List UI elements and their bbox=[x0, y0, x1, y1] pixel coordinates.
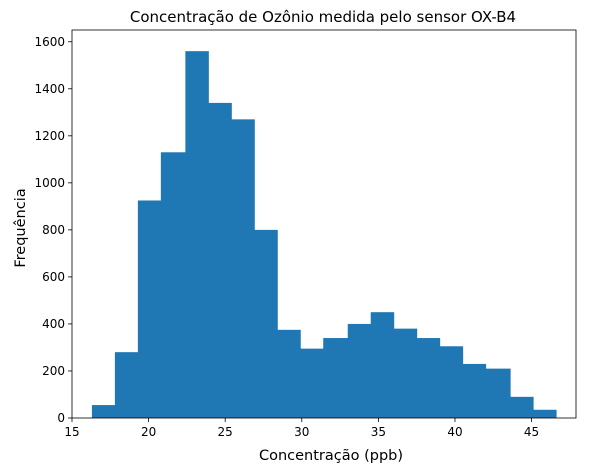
y-tick-label: 400 bbox=[42, 317, 65, 331]
histogram-bar bbox=[114, 352, 139, 418]
histogram-bar bbox=[510, 396, 534, 418]
histogram-bar bbox=[323, 338, 349, 418]
x-tick-label: 45 bbox=[524, 425, 539, 439]
y-axis-ticks: 0 200 400 600 800 1000 1200 1400 1600 bbox=[34, 35, 72, 425]
x-tick-label: 30 bbox=[294, 425, 309, 439]
histogram-bar bbox=[393, 328, 418, 418]
histogram-bar bbox=[370, 312, 395, 418]
y-tick-label: 600 bbox=[42, 270, 65, 284]
chart-title: Concentração de Ozônio medida pelo senso… bbox=[130, 8, 516, 26]
x-tick-label: 35 bbox=[371, 425, 386, 439]
plot-frame bbox=[71, 29, 577, 419]
histogram-bar bbox=[347, 323, 372, 418]
histogram-bar bbox=[160, 152, 186, 418]
x-axis-label: Concentração (ppb) bbox=[259, 448, 403, 464]
y-tick-label: 200 bbox=[42, 364, 65, 378]
y-tick-label: 1600 bbox=[34, 35, 65, 49]
histogram-bar bbox=[416, 338, 441, 418]
y-tick-label: 0 bbox=[57, 411, 65, 425]
histogram-bar bbox=[533, 409, 557, 418]
histogram-bar bbox=[231, 119, 255, 418]
histogram-bar bbox=[485, 368, 511, 418]
bars-group bbox=[91, 51, 557, 418]
x-axis-ticks: 15 20 25 30 35 40 45 bbox=[64, 418, 539, 439]
histogram-bar bbox=[300, 348, 324, 418]
x-tick-label: 20 bbox=[141, 425, 156, 439]
y-tick-label: 1000 bbox=[34, 176, 65, 190]
x-tick-label: 25 bbox=[218, 425, 233, 439]
x-tick-label: 40 bbox=[447, 425, 462, 439]
histogram-bar bbox=[254, 229, 278, 418]
histogram-bar bbox=[91, 405, 116, 418]
x-tick-label: 15 bbox=[64, 425, 79, 439]
histogram-bar bbox=[439, 346, 464, 418]
y-tick-label: 1200 bbox=[34, 129, 65, 143]
histogram-bar bbox=[462, 363, 487, 418]
histogram-bar bbox=[185, 51, 209, 418]
y-axis-label: Frequência bbox=[13, 188, 29, 267]
y-tick-label: 800 bbox=[42, 223, 65, 237]
histogram-bar bbox=[277, 329, 301, 418]
histogram-bar bbox=[208, 102, 232, 418]
y-tick-label: 1400 bbox=[34, 82, 65, 96]
histogram-bar bbox=[137, 200, 162, 418]
